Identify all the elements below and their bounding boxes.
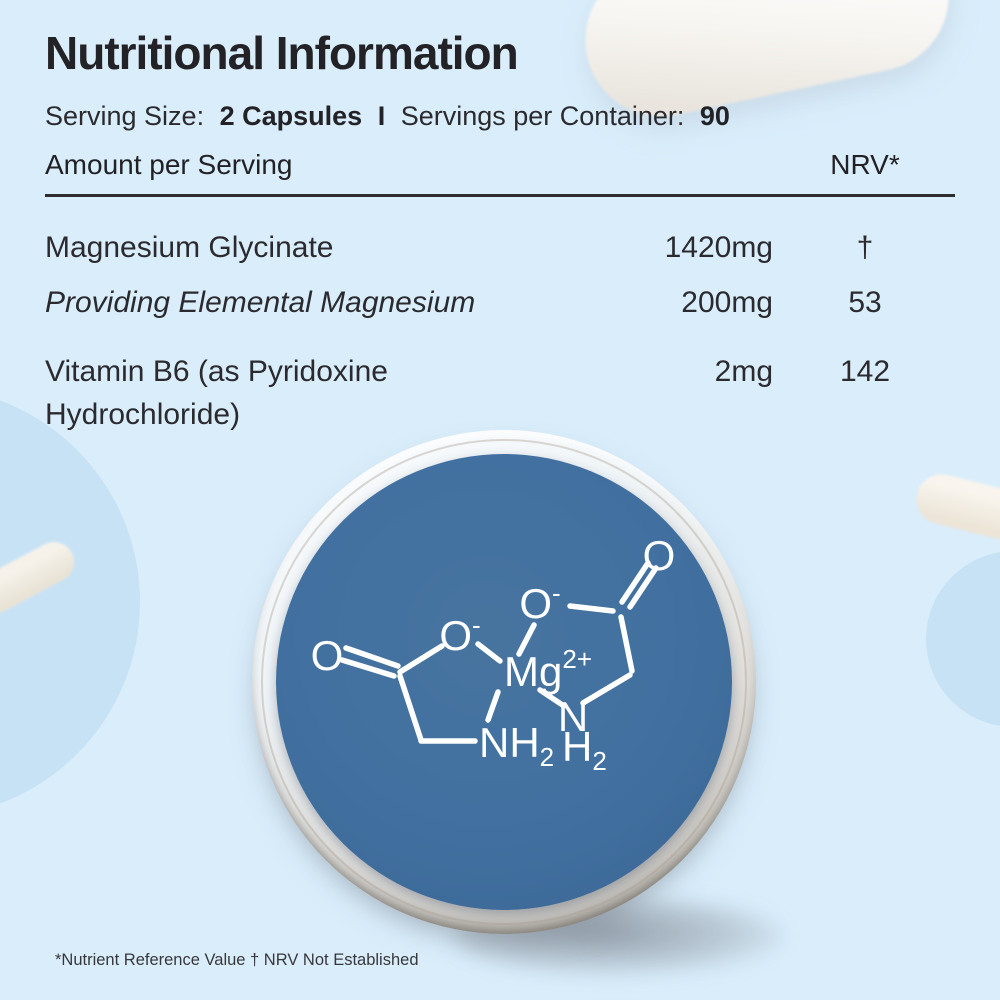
serving-size-value: 2 Capsules	[219, 101, 363, 131]
atom-h: H	[562, 723, 592, 770]
bond-c-o	[397, 643, 445, 675]
serving-separator: I	[377, 101, 386, 131]
atom-oxygen: O	[311, 632, 344, 679]
nutrient-amount: 1420mg	[664, 231, 773, 264]
bond-o-mg	[516, 622, 537, 657]
nutrient-amount: 2mg	[714, 355, 773, 388]
page-title: Nutritional Information	[45, 27, 519, 79]
atom-o: O	[439, 612, 472, 659]
atom-o: O	[519, 580, 552, 627]
nutrient-amount: 200mg	[681, 286, 773, 319]
charge-minus: -	[472, 610, 481, 640]
nutrient-name: Vitamin B6 (as Pyridoxine Hydrochloride)	[45, 355, 388, 431]
servings-per-container-label: Servings per Container:	[400, 101, 685, 131]
bond-o-mg	[475, 641, 503, 664]
bond-double-2a	[619, 560, 651, 605]
nutrient-nrv: 142	[839, 355, 891, 388]
atom-nitrogen: N	[558, 693, 588, 740]
subscript-2: 2	[592, 746, 606, 776]
table-header: Amount per Serving NRV*	[45, 149, 955, 183]
table-divider	[45, 194, 955, 197]
footnote: *Nutrient Reference Value † NRV Not Esta…	[55, 951, 419, 969]
jar-lid-photo: O O- Mg2+ O- O NH2 N H2	[252, 430, 756, 934]
atom-h2: H2	[562, 723, 607, 776]
atom-nh: NH	[479, 719, 540, 766]
nutrient-nrv: †	[856, 231, 874, 264]
bond-ch2-c	[618, 614, 635, 674]
bond-mg-n	[537, 687, 567, 709]
lid-label: O O- Mg2+ O- O NH2 N H2	[276, 454, 732, 910]
bond-c-ch2	[397, 673, 424, 743]
column-header-amount: Amount per Serving	[45, 149, 293, 180]
atom-magnesium: Mg2+	[504, 644, 592, 695]
table-row: Vitamin B6 (as Pyridoxine Hydrochloride)…	[45, 350, 955, 436]
charge-minus: -	[552, 578, 561, 608]
bond-double-2b	[627, 565, 659, 610]
servings-per-container-value: 90	[699, 101, 730, 131]
atom-oxygen-minus: O-	[519, 578, 560, 627]
decor-circle-right	[926, 551, 1000, 727]
atom-amine-nh2: NH2	[479, 719, 554, 772]
atom-oxygen: O	[643, 532, 676, 579]
magnesium-glycinate-structure-diagram: O O- Mg2+ O- O NH2 N H2	[311, 532, 676, 776]
nutrient-nrv: 53	[848, 286, 882, 319]
table-row: Magnesium Glycinate 1420mg †	[45, 226, 955, 269]
bond-double-1b	[339, 657, 397, 679]
nutrient-name: Magnesium Glycinate	[45, 231, 334, 264]
atom-mg: Mg	[504, 648, 562, 695]
charge-2plus: 2+	[562, 644, 592, 674]
subscript-2: 2	[540, 742, 554, 772]
table-row: Providing Elemental Magnesium 200mg 53	[45, 281, 955, 324]
serving-size-label: Serving Size:	[45, 101, 205, 131]
bond-double-1a	[343, 645, 401, 669]
column-header-nrv: NRV*	[830, 149, 900, 180]
capsule-photo-right	[911, 468, 1000, 556]
bond-mg-nh2	[485, 689, 501, 723]
bond-o-c	[567, 603, 616, 614]
nutrient-name: Providing Elemental Magnesium	[45, 286, 476, 319]
bond-n-ch2	[580, 672, 633, 706]
atom-oxygen-minus: O-	[439, 610, 480, 659]
serving-info: Serving Size: 2 Capsules I Servings per …	[45, 101, 730, 132]
